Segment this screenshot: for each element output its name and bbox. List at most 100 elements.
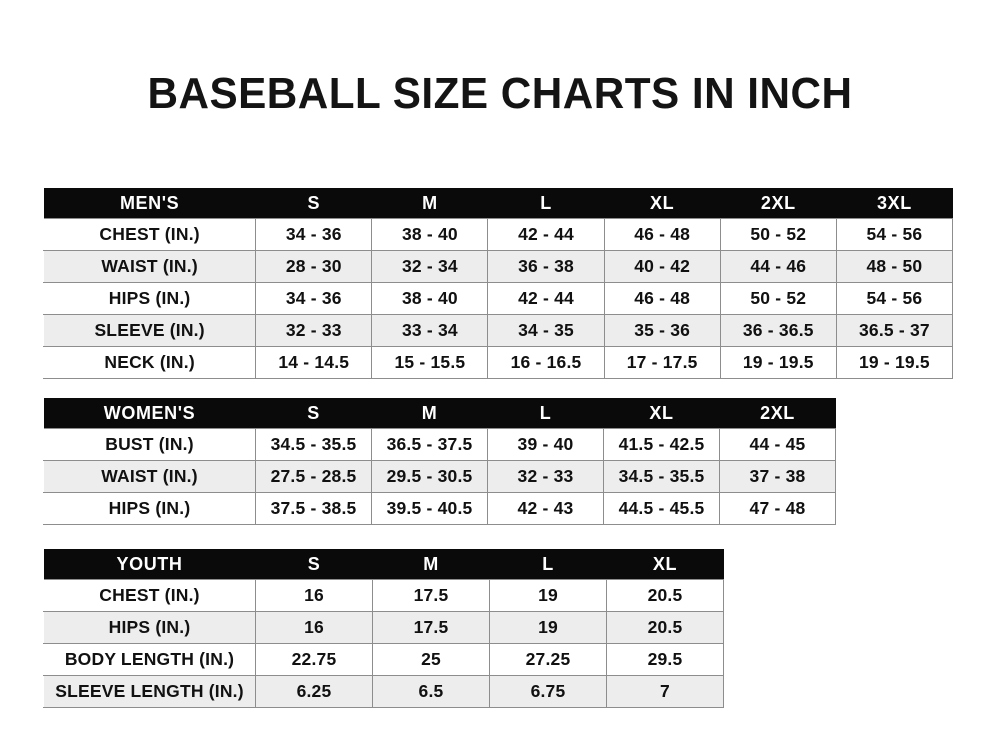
- measurement-cell: 33 - 34: [371, 314, 489, 347]
- measurement-cell: 20.5: [606, 611, 724, 644]
- measurement-cell: 54 - 56: [835, 282, 954, 315]
- table-row: WAIST (IN.) 27.5 - 28.5 29.5 - 30.5 32 - 33…: [43, 460, 836, 493]
- youth-column-header-l: L: [542, 553, 554, 574]
- measurement-cell: 15 - 15.5: [371, 346, 489, 379]
- table-row: BUST (IN.) 34.5 - 35.5 36.5 - 37.5 39 - 40 4…: [43, 428, 836, 461]
- womens-table-category-header: WOMEN'S: [103, 402, 196, 423]
- measurement-cell: 44.5 - 45.5: [603, 492, 720, 525]
- measurement-cell: 34 - 36: [255, 218, 373, 251]
- measurement-cell: 39 - 40: [487, 428, 604, 461]
- measurement-cell: 34 - 36: [255, 282, 373, 315]
- measurement-cell: 32 - 33: [487, 460, 604, 493]
- measurement-cell: 47 - 48: [719, 492, 836, 525]
- youth-size-table: YOUTH S M L XL CHEST (IN.) 16 17.5 19 20.5 HIPS (…: [43, 549, 724, 708]
- row-label: NECK (IN.): [42, 346, 257, 379]
- measurement-cell: 28 - 30: [255, 250, 373, 283]
- mens-column-header-l: L: [540, 192, 552, 213]
- womens-column-header-xl: XL: [649, 402, 674, 423]
- measurement-cell: 6.75: [489, 675, 607, 708]
- youth-column-header-s: S: [307, 553, 321, 574]
- row-label: SLEEVE (IN.): [42, 314, 257, 347]
- mens-column-header-xl: XL: [650, 192, 675, 213]
- youth-table-body: CHEST (IN.) 16 17.5 19 20.5 HIPS (IN.) 16 17.5 1…: [43, 579, 724, 708]
- measurement-cell: 42 - 43: [487, 492, 604, 525]
- header-row: YOUTH S M L XL: [43, 549, 724, 580]
- row-label: SLEEVE LENGTH (IN.): [43, 675, 256, 708]
- page-title: BASEBALL SIZE CHARTS IN INCH: [147, 69, 853, 118]
- measurement-cell: 39.5 - 40.5: [371, 492, 488, 525]
- measurement-cell: 38 - 40: [371, 282, 489, 315]
- measurement-cell: 32 - 33: [255, 314, 373, 347]
- measurement-cell: 50 - 52: [719, 218, 837, 251]
- womens-column-header-l: L: [539, 402, 552, 423]
- row-label: BODY LENGTH (IN.): [43, 643, 256, 676]
- measurement-cell: 16: [255, 579, 373, 612]
- row-label: CHEST (IN.): [43, 579, 256, 612]
- header-row: WOMEN'S S M L XL 2XL: [43, 398, 836, 429]
- row-label: HIPS (IN.): [43, 492, 256, 525]
- table-row: HIPS (IN.) 37.5 - 38.5 39.5 - 40.5 42 - 43 4…: [43, 492, 836, 525]
- measurement-cell: 46 - 48: [603, 218, 721, 251]
- table-row: CHEST (IN.) 16 17.5 19 20.5: [43, 579, 724, 612]
- measurement-cell: 16: [255, 611, 373, 644]
- measurement-cell: 36 - 38: [487, 250, 605, 283]
- youth-column-header-m: M: [423, 553, 439, 574]
- measurement-cell: 27.5 - 28.5: [255, 460, 372, 493]
- measurement-cell: 7: [606, 675, 724, 708]
- table-row: SLEEVE (IN.) 32 - 33 33 - 34 34 - 35 35 - 36…: [42, 314, 954, 347]
- measurement-cell: 37 - 38: [719, 460, 836, 493]
- row-label: WAIST (IN.): [42, 250, 257, 283]
- mens-size-table: MEN'S S M L XL 2XL 3XL CHEST (IN.) 34 - 36 38 - …: [42, 188, 954, 379]
- measurement-cell: 38 - 40: [371, 218, 489, 251]
- measurement-cell: 42 - 44: [487, 218, 605, 251]
- table-row: HIPS (IN.) 34 - 36 38 - 40 42 - 44 46 - 48 50…: [42, 282, 954, 315]
- measurement-cell: 19 - 19.5: [835, 346, 954, 379]
- row-label: BUST (IN.): [43, 428, 256, 461]
- womens-column-header-s: S: [307, 402, 320, 423]
- youth-table-header: YOUTH S M L XL: [43, 549, 724, 580]
- measurement-cell: 36.5 - 37: [835, 314, 954, 347]
- womens-size-table: WOMEN'S S M L XL 2XL BUST (IN.) 34.5 - 35.5 36.…: [43, 398, 836, 525]
- womens-column-header-m: M: [421, 402, 438, 423]
- womens-table-header: WOMEN'S S M L XL 2XL: [43, 398, 836, 429]
- measurement-cell: 6.5: [372, 675, 490, 708]
- measurement-cell: 17.5: [372, 611, 490, 644]
- table-row: WAIST (IN.) 28 - 30 32 - 34 36 - 38 40 - 42 4…: [42, 250, 954, 283]
- measurement-cell: 41.5 - 42.5: [603, 428, 720, 461]
- measurement-cell: 19: [489, 611, 607, 644]
- measurement-cell: 19: [489, 579, 607, 612]
- mens-table-body: CHEST (IN.) 34 - 36 38 - 40 42 - 44 46 - 48 5…: [42, 218, 954, 379]
- measurement-cell: 36.5 - 37.5: [371, 428, 488, 461]
- measurement-cell: 46 - 48: [603, 282, 721, 315]
- measurement-cell: 25: [372, 643, 490, 676]
- row-label: CHEST (IN.): [42, 218, 257, 251]
- row-label: HIPS (IN.): [42, 282, 257, 315]
- measurement-cell: 6.25: [255, 675, 373, 708]
- measurement-cell: 34.5 - 35.5: [255, 428, 372, 461]
- womens-table-body: BUST (IN.) 34.5 - 35.5 36.5 - 37.5 39 - 40 4…: [43, 428, 836, 525]
- table-row: SLEEVE LENGTH (IN.) 6.25 6.5 6.75 7: [43, 675, 724, 708]
- measurement-cell: 17.5: [372, 579, 490, 612]
- row-label: HIPS (IN.): [43, 611, 256, 644]
- mens-table-category-header: MEN'S: [119, 192, 180, 213]
- measurement-cell: 37.5 - 38.5: [255, 492, 372, 525]
- table-row: HIPS (IN.) 16 17.5 19 20.5: [43, 611, 724, 644]
- measurement-cell: 34.5 - 35.5: [603, 460, 720, 493]
- measurement-cell: 32 - 34: [371, 250, 489, 283]
- measurement-cell: 16 - 16.5: [487, 346, 605, 379]
- table-row: NECK (IN.) 14 - 14.5 15 - 15.5 16 - 16.5 17 …: [42, 346, 954, 379]
- measurement-cell: 17 - 17.5: [603, 346, 721, 379]
- mens-column-header-s: S: [307, 192, 321, 213]
- measurement-cell: 50 - 52: [719, 282, 837, 315]
- mens-column-header-3xl: 3XL: [877, 192, 912, 213]
- header-row: MEN'S S M L XL 2XL 3XL: [43, 188, 953, 219]
- youth-table-category-header: YOUTH: [116, 553, 183, 574]
- measurement-cell: 48 - 50: [835, 250, 954, 283]
- mens-table-header: MEN'S S M L XL 2XL 3XL: [43, 188, 953, 219]
- measurement-cell: 44 - 45: [719, 428, 836, 461]
- table-row: CHEST (IN.) 34 - 36 38 - 40 42 - 44 46 - 48 5…: [42, 218, 954, 251]
- measurement-cell: 34 - 35: [487, 314, 605, 347]
- measurement-cell: 36 - 36.5: [719, 314, 837, 347]
- mens-column-header-2xl: 2XL: [760, 192, 796, 213]
